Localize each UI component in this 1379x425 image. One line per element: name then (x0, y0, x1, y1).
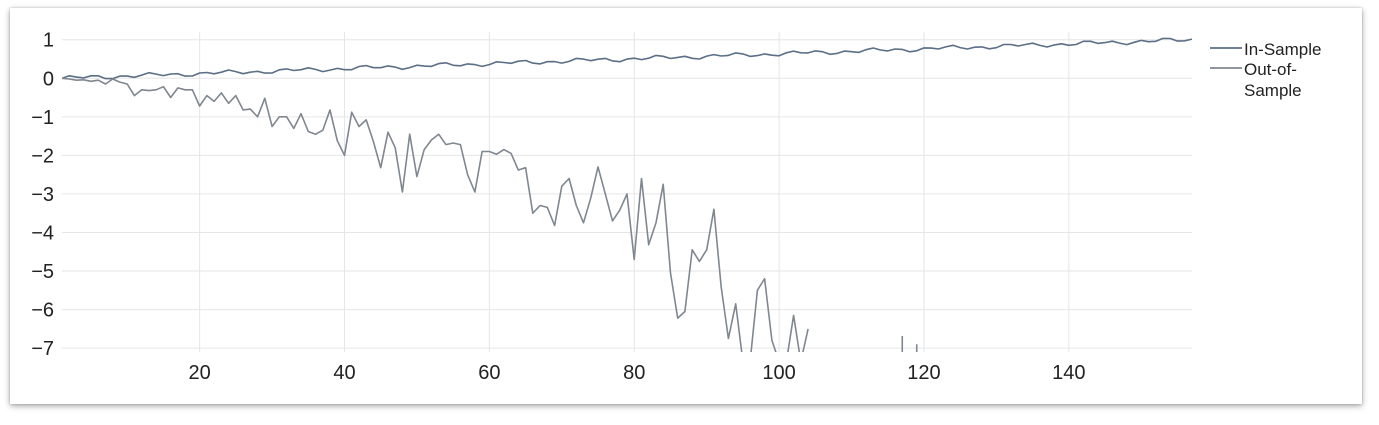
grid (62, 32, 1192, 352)
y-tick-label: −2 (31, 145, 54, 167)
legend-label-in-sample: In-Sample (1244, 40, 1321, 59)
x-tick-label: 40 (333, 362, 355, 384)
x-tick-label: 60 (478, 362, 500, 384)
y-tick-label: −3 (31, 184, 54, 206)
y-tick-label: 0 (43, 68, 54, 90)
y-tick-label: −6 (31, 300, 54, 322)
y-tick-label: −1 (31, 107, 54, 129)
in-sample-line (62, 37, 1192, 80)
y-tick-label: −5 (31, 261, 54, 283)
line-chart: 20 40 60 80 100 120 140 1 0 −1 −2 −3 −4 −5 −6 −7 In-Sam… (31, 30, 1321, 384)
y-tick-label: −7 (31, 338, 54, 360)
x-tick-label: 100 (762, 362, 795, 384)
x-tick-label: 80 (623, 362, 645, 384)
series-group (62, 37, 1192, 352)
out-of-sample-line (62, 77, 809, 352)
x-tick-label: 140 (1052, 362, 1085, 384)
x-tick-label: 20 (189, 362, 211, 384)
y-tick-label: 1 (43, 30, 54, 52)
x-tick-label: 120 (907, 362, 940, 384)
tick-labels: 20 40 60 80 100 120 140 1 0 −1 −2 −3 −4 −5 −6 −7 (31, 30, 1085, 384)
y-tick-label: −4 (31, 222, 54, 244)
chart-card: 20 40 60 80 100 120 140 1 0 −1 −2 −3 −4 −5 −6 −7 In-Sam… (10, 8, 1362, 404)
legend-label-out-of-sample: Out-of-Sample (1244, 60, 1302, 100)
